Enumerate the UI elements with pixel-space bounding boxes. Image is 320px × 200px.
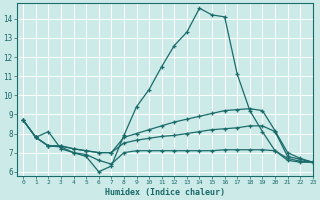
X-axis label: Humidex (Indice chaleur): Humidex (Indice chaleur) (105, 188, 225, 197)
